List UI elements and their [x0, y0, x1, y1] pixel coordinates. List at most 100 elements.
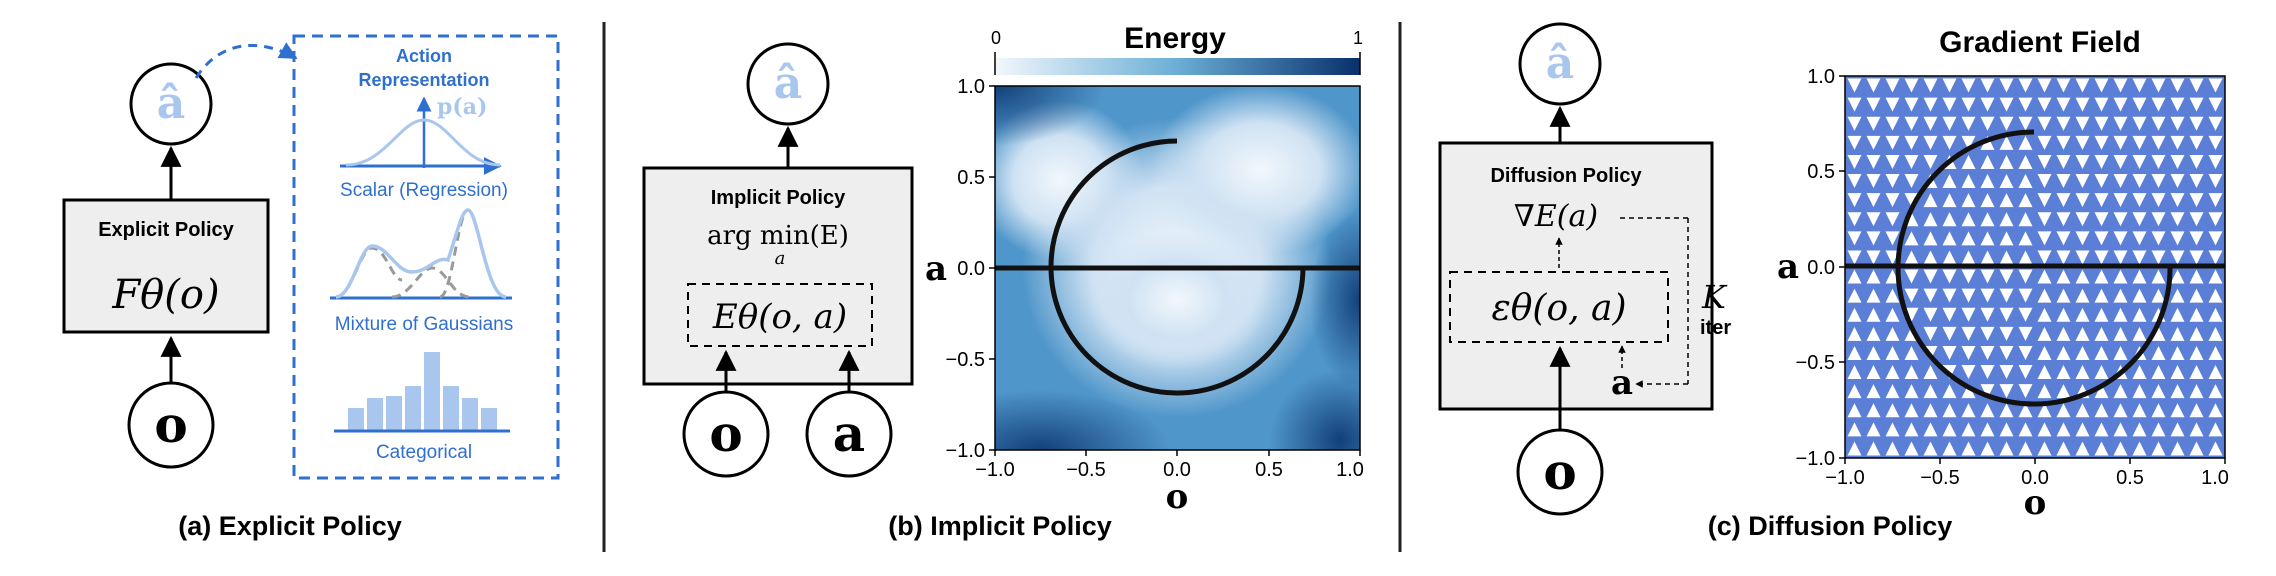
y-tick-label: −0.5: [946, 349, 985, 371]
gradient-arrow-glyph: [2170, 345, 2185, 360]
gradient-arrow-glyph: [1885, 174, 1900, 189]
gradient-arrow-glyph: [2189, 154, 2204, 169]
gradient-arrow-glyph: [2037, 231, 2052, 246]
gradient-arrow-glyph: [1885, 403, 1900, 418]
x-tick-label: −1.0: [1825, 467, 1864, 489]
gradient-arrow-glyph: [2113, 250, 2128, 265]
panel-implicit-policy: â Implicit Policy arg min(E) a Eθ(o, a) …: [642, 22, 1364, 541]
gradient-arrow-glyph: [2094, 116, 2109, 131]
gradient-arrow-glyph: [1923, 326, 1938, 341]
gradient-arrow-glyph: [2094, 193, 2109, 208]
gradient-arrow-glyph: [1961, 174, 1976, 189]
gradient-arrow-glyph: [2170, 212, 2185, 227]
caption-a: (a) Explicit Policy: [178, 511, 402, 541]
gradient-arrow-glyph: [2075, 97, 2090, 112]
gradient-arrow-glyph: [2094, 307, 2109, 322]
gradient-arrow-glyph: [2151, 231, 2166, 246]
gradient-arrow-glyph: [1847, 174, 1862, 189]
gradient-arrow-glyph: [2189, 345, 2204, 360]
energy-target-curve: [995, 138, 1360, 396]
gradient-arrow-glyph: [2189, 174, 2204, 189]
heatmap-high-energy-region: [995, 86, 1105, 146]
x-tick-label: 0.0: [2021, 467, 2049, 489]
energy-plot-title: Energy: [1124, 22, 1226, 55]
gradient-arrow-glyph: [2056, 97, 2071, 112]
gradient-arrow-glyph: [1961, 78, 1976, 93]
gradient-arrow-glyph: [1961, 441, 1976, 456]
heatmap-high-energy-region: [1310, 210, 1360, 390]
gradient-arrow-glyph: [2037, 97, 2052, 112]
gradient-arrow-glyph: [2018, 422, 2033, 437]
gradient-arrow-glyph: [2094, 250, 2109, 265]
gradient-arrow-glyph: [1904, 135, 1919, 150]
input-node-a: [805, 390, 893, 478]
gradient-arrow-glyph: [1923, 441, 1938, 456]
explicit-policy-box: [62, 198, 270, 334]
gradient-arrow-glyph: [1847, 212, 1862, 227]
gradient-arrow-glyph: [2189, 250, 2204, 265]
cat-bar: [443, 386, 459, 430]
cat-bar: [367, 398, 383, 430]
output-node-label: â: [1546, 38, 1575, 89]
colorbar-min: 0: [991, 28, 1001, 48]
gradient-arrow-glyph: [2094, 326, 2109, 341]
gradient-arrow-glyph: [2094, 384, 2109, 399]
gradient-arrow-glyph: [1885, 345, 1900, 360]
gradient-arrow-glyph: [2056, 135, 2071, 150]
gradient-arrow-glyph: [2132, 250, 2147, 265]
gradient-arrow-glyph: [2132, 422, 2147, 437]
gradient-arrow-glyph: [1847, 422, 1862, 437]
gradient-arrow-glyph: [1904, 193, 1919, 208]
gradient-arrow-glyph: [2113, 174, 2128, 189]
gradient-arrow-glyph: [1980, 250, 1995, 265]
gradient-arrow-glyph: [1942, 307, 1957, 322]
gradient-arrow-glyph: [1885, 97, 1900, 112]
gradient-arrow-glyph: [2132, 403, 2147, 418]
gradient-arrow-glyph: [1999, 212, 2014, 227]
gradient-arrow-glyph: [1866, 212, 1881, 227]
rep-item-scalar: Scalar (Regression): [340, 180, 508, 201]
gradient-arrow-glyph: [2170, 326, 2185, 341]
gradient-arrow-glyph: [2075, 116, 2090, 131]
gradient-arrow-glyph: [1980, 288, 1995, 303]
gradient-arrow-glyph: [1999, 174, 2014, 189]
scalar-gaussian-curve: [345, 118, 501, 167]
cat-bar: [386, 396, 402, 430]
iter-label: iter: [1700, 317, 1731, 339]
energy-x-ticks: −1.0 −0.5 0.0 0.5 1.0: [975, 450, 1364, 481]
gradient-arrow-glyph: [1904, 441, 1919, 456]
gradient-arrow-glyph: [1885, 288, 1900, 303]
gradient-arrow-glyph: [1904, 97, 1919, 112]
gradient-arrow-glyph: [1961, 135, 1976, 150]
gradient-arrow-glyph: [1847, 250, 1862, 265]
gradient-arrow-glyph: [2056, 212, 2071, 227]
gradient-arrow-glyph: [2151, 78, 2166, 93]
gradient-arrow-glyph: [1847, 345, 1862, 360]
rep-item-mixture: Mixture of Gaussians: [335, 314, 513, 335]
box-title: Explicit Policy: [98, 219, 234, 241]
gradient-arrow-glyph: [2189, 78, 2204, 93]
gradient-arrow-glyph: [2018, 365, 2033, 380]
gradient-arrow-glyph: [2208, 212, 2223, 227]
gradient-arrow-glyph: [1923, 78, 1938, 93]
gradient-y-axis-label: a: [1777, 247, 1799, 287]
dashed-link-arrow: [194, 42, 298, 79]
gradient-arrow-glyph: [1942, 288, 1957, 303]
gradient-arrow-glyph: [1961, 269, 1976, 284]
gradient-arrow-glyph: [2018, 78, 2033, 93]
gradient-arrow-glyph: [1923, 212, 1938, 227]
gradient-arrow-glyph: [2018, 384, 2033, 399]
gradient-arrow-glyph: [2018, 135, 2033, 150]
gradient-arrow-glyph: [2132, 384, 2147, 399]
gradient-arrow-glyph: [2075, 250, 2090, 265]
gradient-arrow-glyph: [2170, 78, 2185, 93]
gradient-arrow-glyph: [2018, 116, 2033, 131]
gradient-arrow-glyph: [1999, 269, 2014, 284]
gradient-arrow-glyph: [2094, 403, 2109, 418]
gradient-arrow-glyph: [1923, 135, 1938, 150]
gradient-arrow-glyph: [2113, 135, 2128, 150]
gradient-arrow-glyph: [1923, 307, 1938, 322]
gradient-arrow-glyph: [2075, 422, 2090, 437]
gradient-arrow-glyph: [2113, 78, 2128, 93]
gradient-arrow-glyph: [1866, 365, 1881, 380]
